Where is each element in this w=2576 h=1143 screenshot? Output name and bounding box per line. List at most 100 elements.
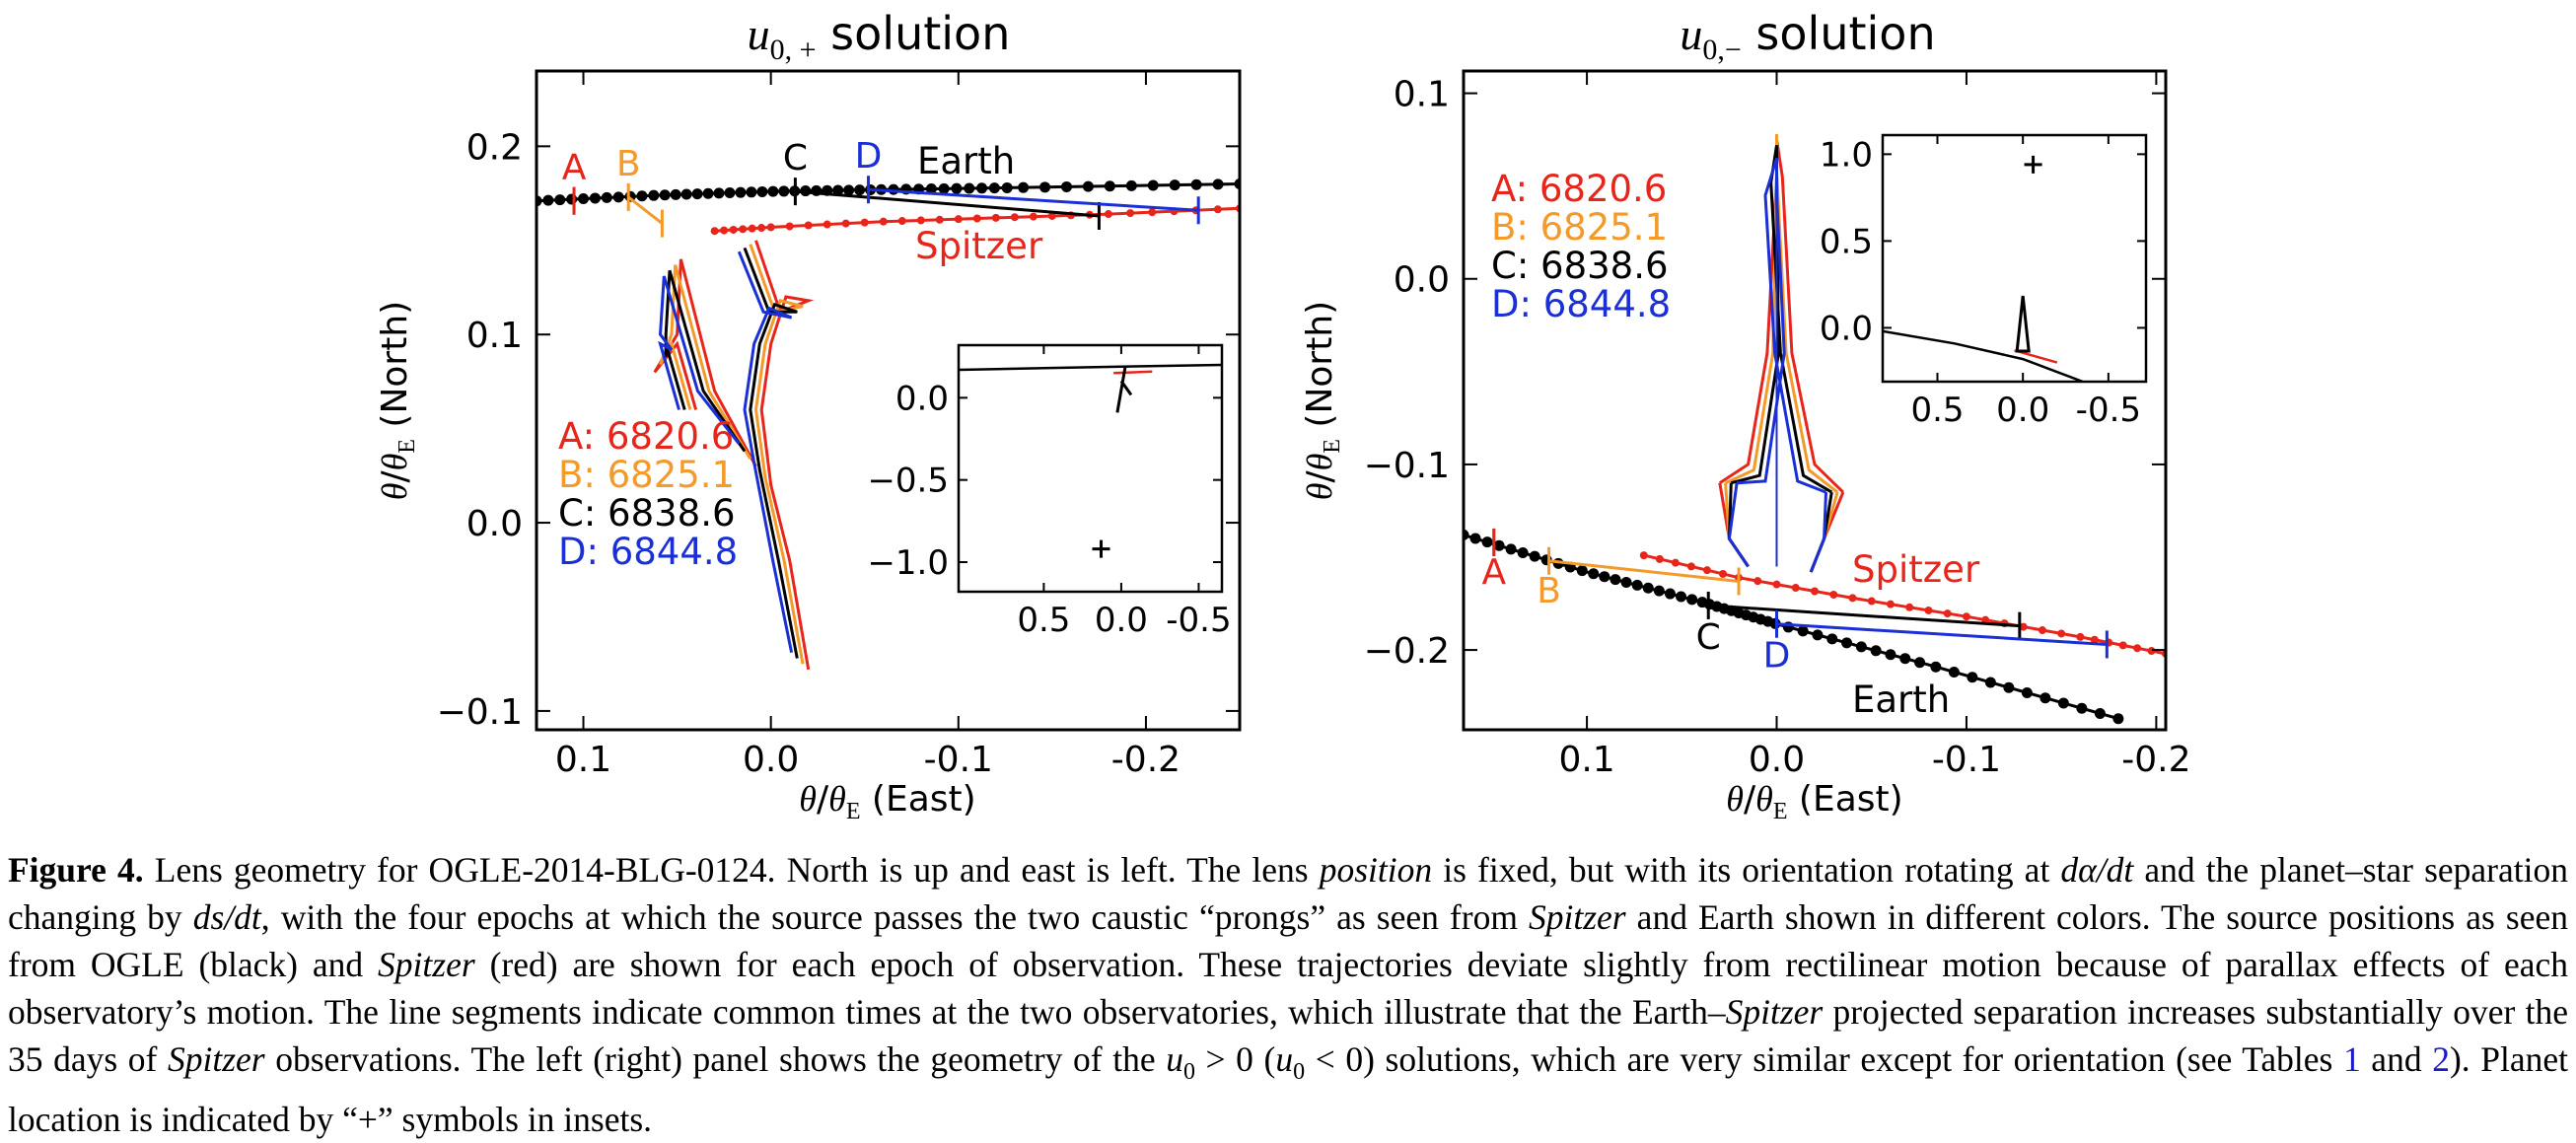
earth-point (670, 188, 681, 200)
earth-point (2094, 707, 2106, 719)
earth-point (964, 182, 975, 194)
left-panel-title: u0, + solution (748, 7, 1011, 66)
caption-segment: , with the four epochs at which the sour… (260, 897, 1529, 937)
caption-segment: (red) are shown for each epoch of observ… (8, 945, 2568, 1032)
epoch-letter-A: A (1481, 552, 1506, 593)
spitzer-point (2147, 647, 2156, 656)
earth-point (746, 186, 757, 198)
left-legend-A: A: 6820.6 (558, 415, 734, 458)
inset-x-tick-label: 0.5 (1910, 391, 1964, 430)
right-plot-area: A B C D Earth Spitzer 0.1 0.0 -0.1 -0.2 0.1 0.0 −0.… (1364, 69, 2191, 780)
caustic-C-leg (1809, 491, 1833, 573)
right-xlabel: θ/θE (East) (1726, 779, 1902, 819)
inset-content (959, 363, 1222, 558)
inset-earth-track (1883, 329, 2084, 382)
spitzer-point (1047, 211, 1056, 220)
y-tick-label: −0.2 (1364, 631, 1450, 672)
left-legend-C: C: 6838.6 (558, 492, 736, 535)
earth-point (2076, 702, 2088, 714)
spitzer-point (720, 226, 729, 235)
inset-earth-track (959, 363, 1222, 372)
caption-segment: projected separation increases substanti… (8, 992, 2568, 1079)
earth-point (636, 190, 648, 202)
spitzer-point (710, 227, 719, 236)
epoch-segment-D (868, 187, 1199, 212)
caption-segment: ds/dt (192, 897, 261, 937)
caption-segment[interactable]: 2 (2432, 1039, 2450, 1079)
spitzer-point (2019, 622, 2028, 631)
x-tick-label: -0.2 (2121, 740, 2190, 780)
inset-caustic (2015, 295, 2031, 353)
spitzer-point (1772, 580, 1781, 589)
earth-point (680, 188, 692, 200)
spitzer-point (1791, 584, 1800, 593)
spitzer-point (1010, 213, 1019, 222)
earth-point (1147, 179, 1159, 191)
epoch-segment-C (795, 189, 1100, 218)
inset-y-tick-label: −0.5 (867, 462, 949, 501)
spitzer-point (757, 224, 766, 233)
left-plot-area: A B C D Earth Spitzer 0.1 0.0 -0.1 -0.2 0.2 0.1 0.0… (437, 69, 1242, 780)
caption-segment: u (1166, 1039, 1183, 1079)
earth-point (1001, 181, 1013, 193)
inset-frame (957, 343, 1224, 594)
earth-point (1190, 179, 1202, 190)
earth-point (2112, 713, 2124, 725)
left-legend-D: D: 6844.8 (558, 531, 738, 573)
spitzer-point (1981, 615, 1990, 624)
left-panel-u0-plus: u0, + solution A B C D Earth Spitzer 0.1 0.0 -0… (375, 7, 1242, 819)
earth-point (702, 187, 714, 199)
earth-point (1529, 550, 1540, 562)
caption-segment: 0 (1293, 1059, 1306, 1086)
inset-y-tick-label: 0.0 (895, 379, 949, 418)
earth-label: Earth (1852, 679, 1950, 721)
earth-point (691, 188, 703, 200)
epoch-segment-B (627, 195, 664, 225)
spitzer-point (1702, 566, 1711, 575)
inset-y-tick-label: 0.5 (1820, 222, 1873, 261)
earth-point (767, 185, 779, 197)
inset-spitzer-track (1113, 370, 1153, 375)
earth-point (1984, 677, 1996, 688)
spitzer-point (954, 215, 963, 224)
left-plot-frame (535, 69, 1242, 732)
plot-content (1464, 134, 2166, 725)
y-tick-label: 0.0 (466, 504, 523, 544)
earth-point (1610, 574, 1621, 586)
spitzer-point (729, 225, 738, 234)
y-tick-label: 0.1 (1394, 75, 1450, 115)
caption-segment: and Earth shown in different colors. The… (8, 897, 2568, 984)
earth-point (1620, 576, 1632, 588)
caustic-A-prong-2 (653, 258, 757, 467)
left-legend: A: 6820.6 B: 6825.1 C: 6838.6 D: 6844.8 (558, 415, 738, 573)
spitzer-point (1671, 558, 1680, 567)
caption-segment: > 0 ( (1194, 1039, 1276, 1079)
spitzer-point (1104, 210, 1112, 219)
earth-point (1060, 180, 1072, 192)
caption-segment[interactable]: 1 (2342, 1039, 2361, 1079)
earth-point (2003, 681, 2015, 693)
spitzer-point (1686, 562, 1695, 571)
spitzer-point (1718, 569, 1727, 578)
right-legend-C: C: 6838.6 (1491, 245, 1669, 287)
earth-point (724, 187, 736, 199)
spitzer-label: Spitzer (915, 225, 1043, 267)
earth-point (1899, 653, 1911, 665)
earth-point (659, 189, 671, 201)
spitzer-point (1924, 606, 1933, 614)
earth-point (854, 184, 866, 196)
earth-point (1481, 536, 1493, 548)
earth-point (1885, 649, 1896, 661)
spitzer-point (1029, 212, 1038, 221)
earth-point (2039, 692, 2051, 704)
caption-segment: Spitzer (167, 1039, 265, 1079)
caption-segment: < 0) solutions, which are very similar e… (1305, 1039, 2343, 1079)
epoch-letter-B: B (616, 144, 641, 184)
caption-segment: Spitzer (1725, 992, 1824, 1032)
caustic-D-prong-2 (658, 275, 741, 445)
epoch-letter-B: B (1537, 571, 1561, 611)
earth-point (554, 194, 566, 206)
spitzer-point (916, 216, 925, 225)
spitzer-point (1905, 603, 1914, 611)
spitzer-point (1753, 577, 1762, 586)
